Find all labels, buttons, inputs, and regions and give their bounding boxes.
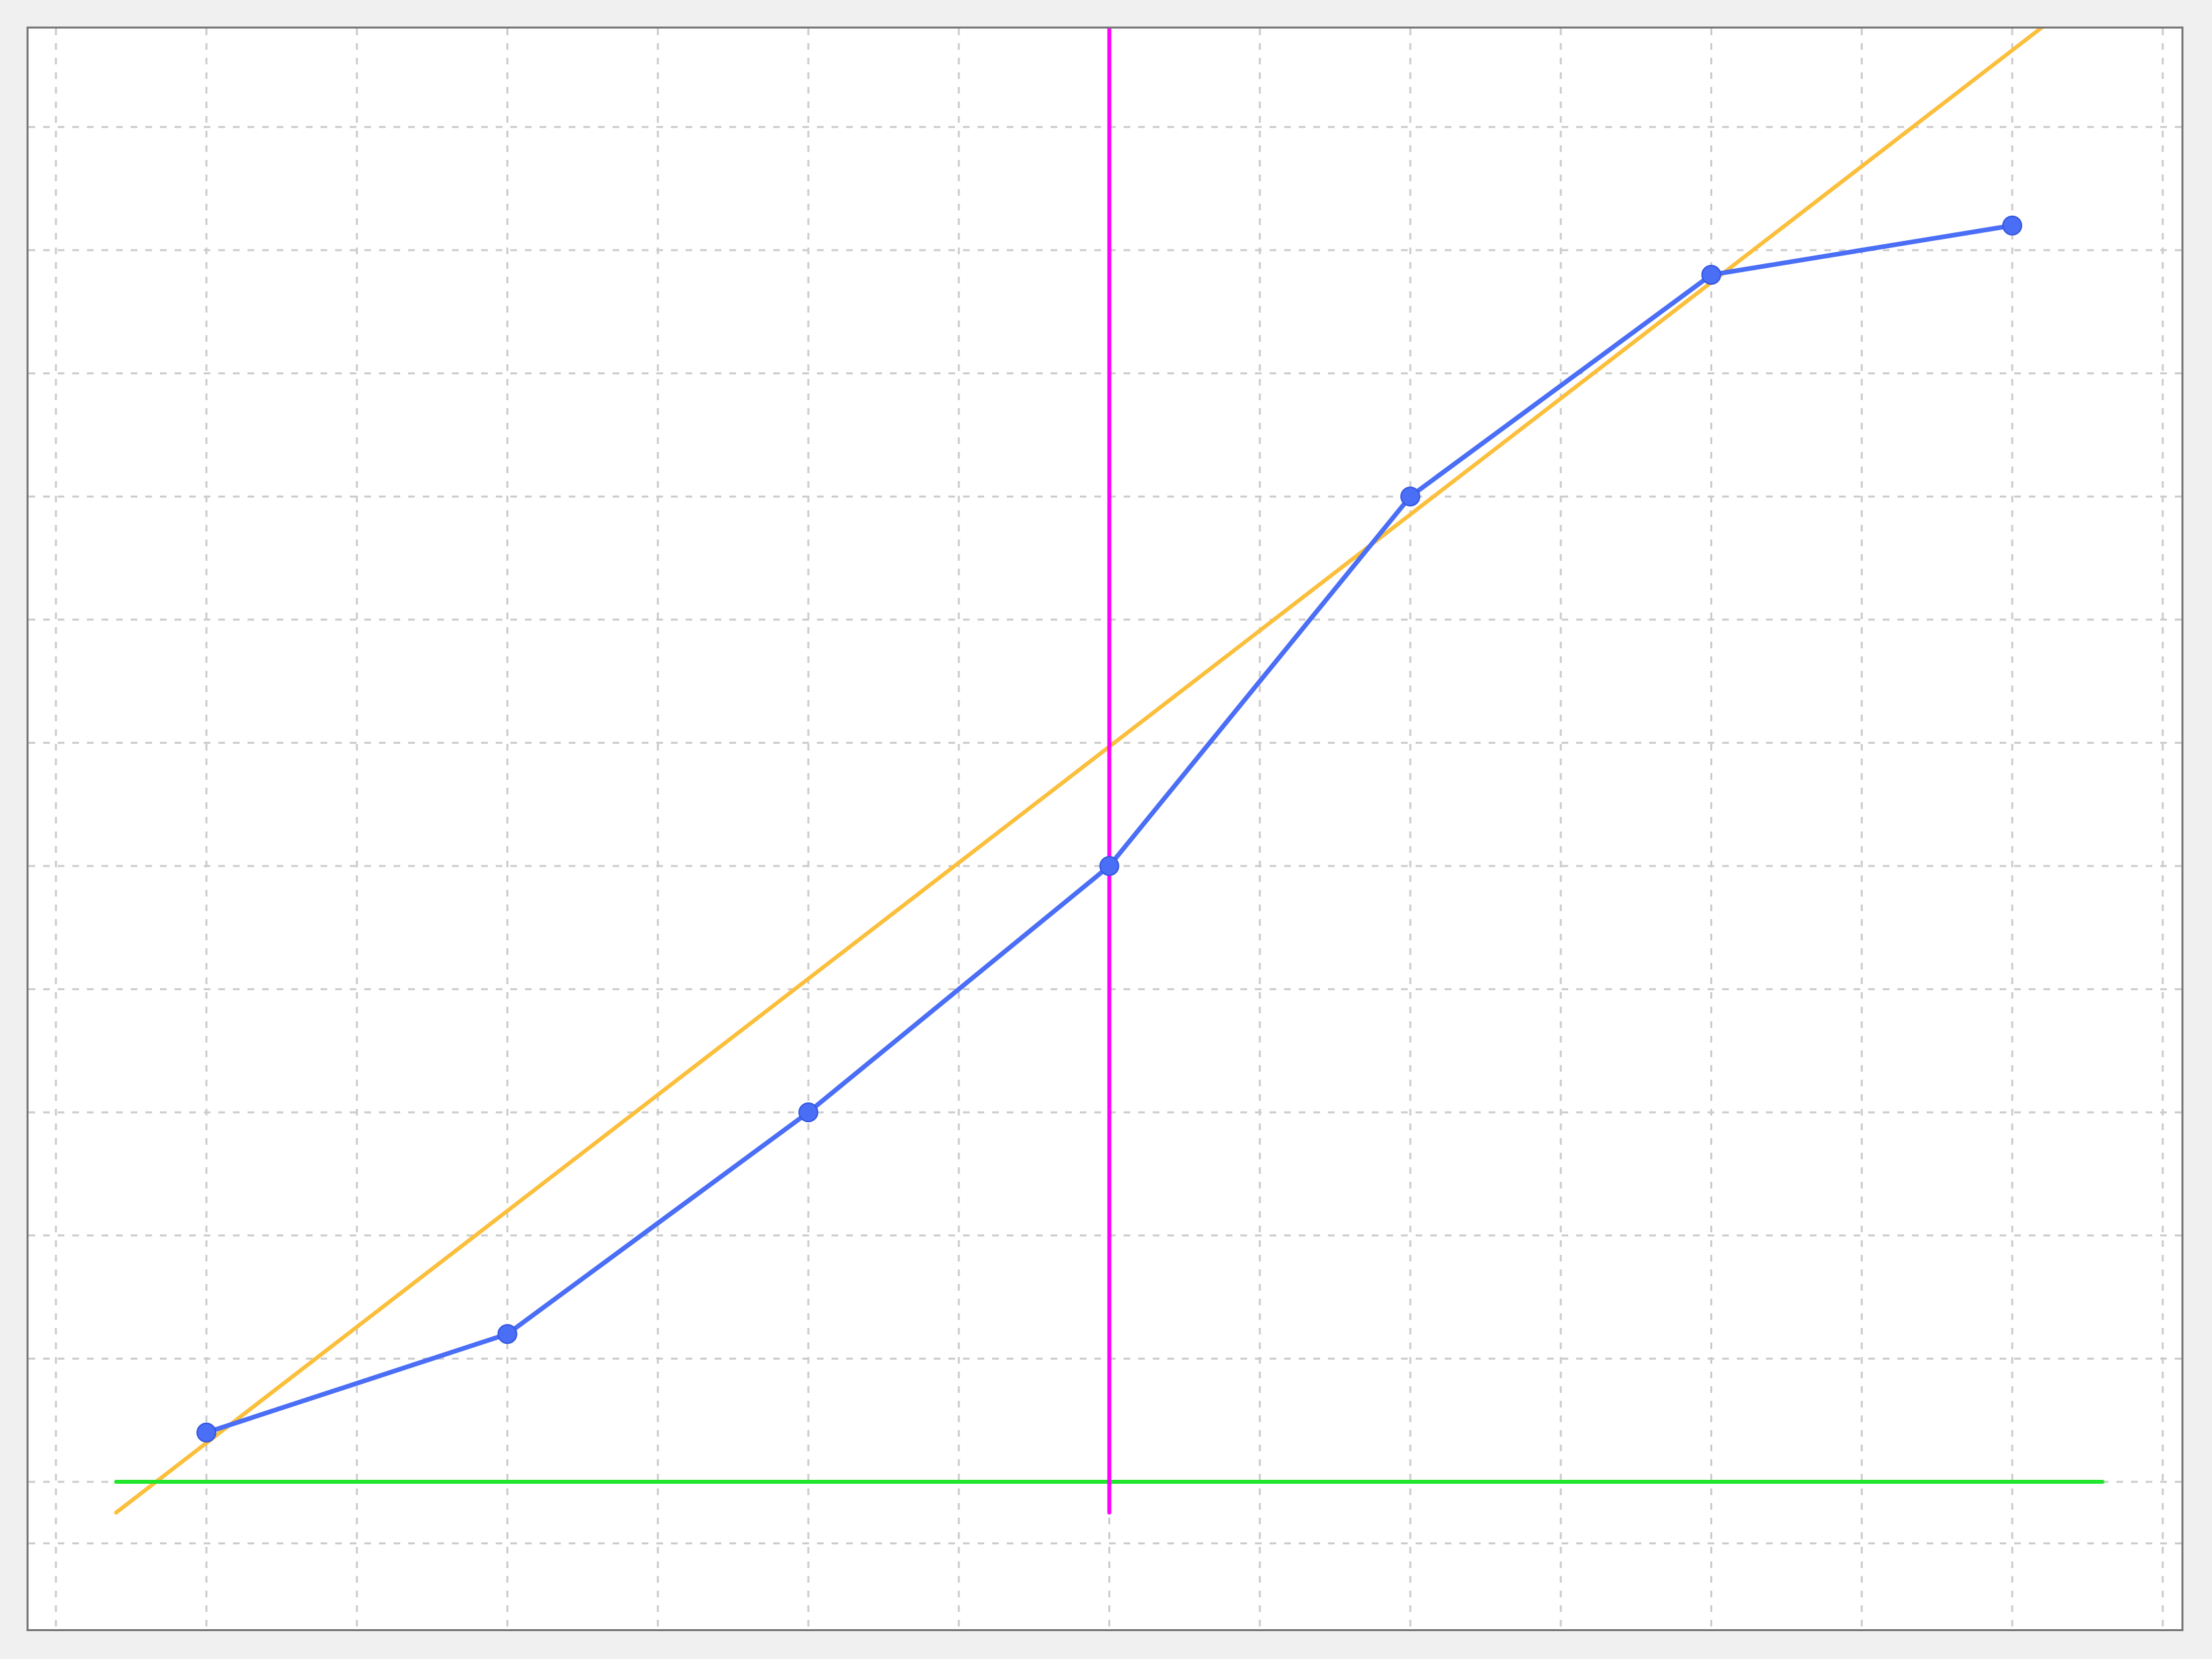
fit-line: [113, 29, 2044, 1515]
data-point: [196, 1422, 216, 1443]
data-point: [1099, 856, 1120, 876]
data-series: [196, 215, 2022, 1443]
grid: [29, 29, 2181, 1629]
chart-area: [27, 27, 2183, 1631]
data-point: [1400, 486, 1420, 507]
reference-lines: [113, 29, 2105, 1515]
data-point: [497, 1324, 518, 1344]
data-point: [798, 1102, 818, 1123]
line-chart: [29, 29, 2181, 1629]
data-point: [1701, 265, 1722, 285]
data-point: [2002, 215, 2022, 236]
